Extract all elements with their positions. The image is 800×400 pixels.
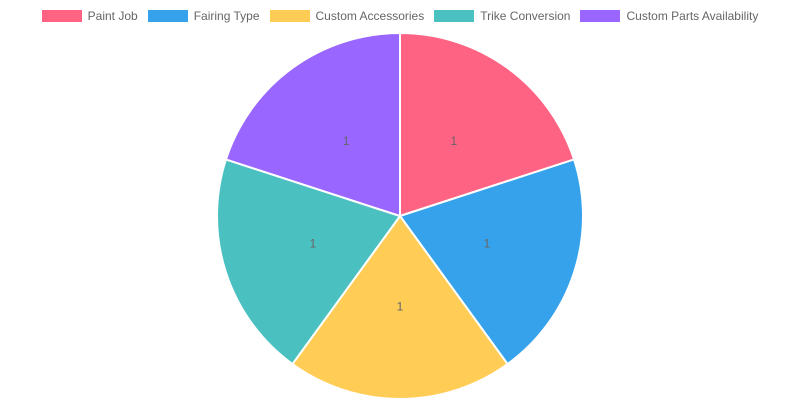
legend-label: Trike Conversion (480, 9, 571, 23)
legend-label: Custom Parts Availability (626, 9, 759, 23)
legend-item-trike-conversion[interactable]: Trike Conversion (434, 10, 570, 22)
data-label-trike-conversion: 1 (310, 236, 317, 250)
pie-slice-custom-parts-availability[interactable] (224, 31, 401, 218)
data-label-paint-job: 1 (450, 134, 457, 148)
pie-slice-fairing-type[interactable] (398, 158, 584, 366)
legend-label: Paint Job (87, 9, 138, 23)
legend-item-custom-parts-availability[interactable]: Custom Parts Availability (580, 10, 758, 22)
legend-label: Fairing Type (193, 9, 260, 23)
chart-legend: Paint Job Fairing Type Custom Accessorie… (0, 6, 800, 26)
pie-slice-paint-job[interactable] (399, 31, 576, 218)
legend-swatch (147, 10, 188, 22)
pie-slice-trike-conversion[interactable] (216, 158, 402, 366)
legend-item-fairing-type[interactable]: Fairing Type (147, 9, 260, 23)
data-label-custom-accessories: 1 (397, 300, 404, 314)
legend-label: Custom Accessories (315, 9, 425, 23)
pie-slice-custom-accessories[interactable] (291, 214, 509, 400)
legend-swatch (269, 10, 310, 22)
legend-swatch (434, 10, 475, 22)
legend-swatch (580, 10, 621, 22)
data-label-fairing-type: 1 (484, 236, 491, 250)
legend-item-custom-accessories[interactable]: Custom Accessories (269, 9, 425, 23)
legend-swatch (41, 10, 82, 22)
legend-item-paint-job[interactable]: Paint Job (41, 9, 138, 23)
data-label-custom-parts-availability: 1 (343, 134, 350, 148)
